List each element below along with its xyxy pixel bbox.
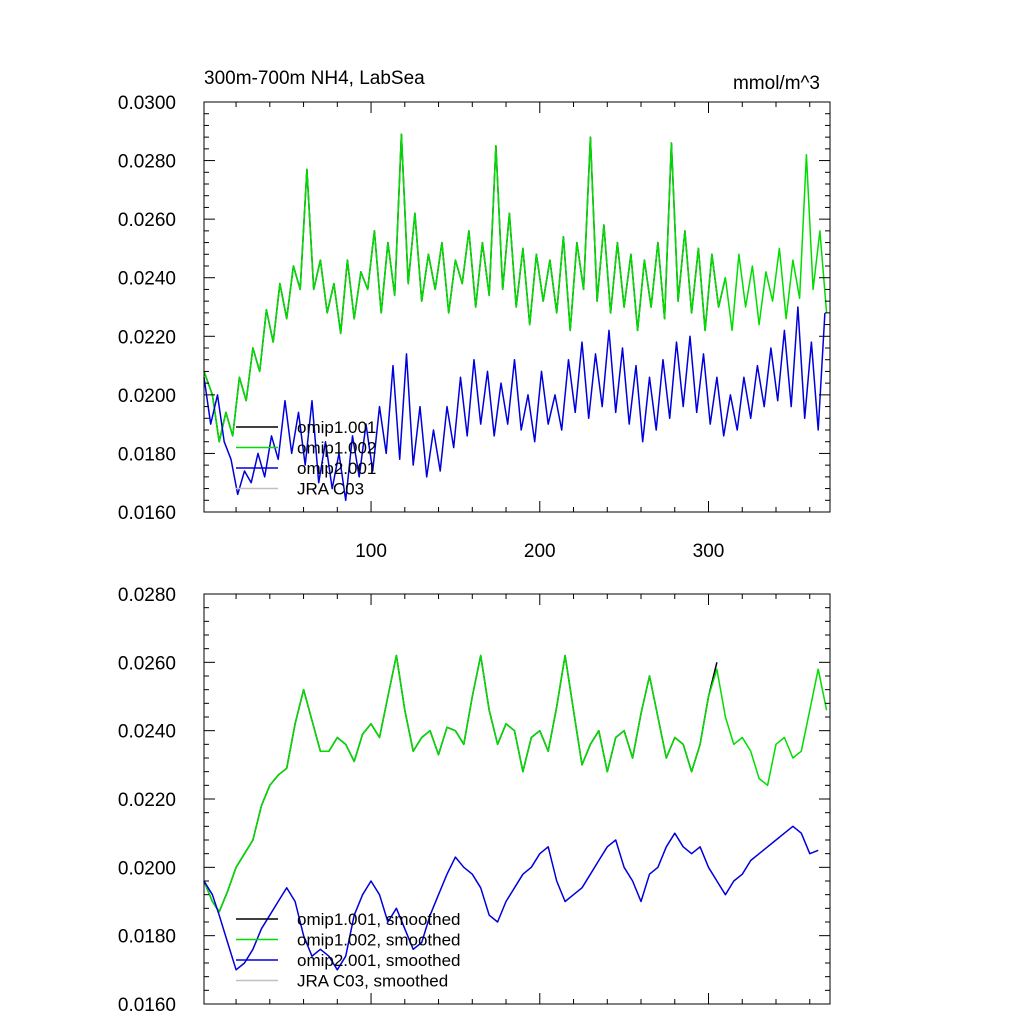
y-tick-label: 0.0260 xyxy=(118,210,176,231)
y-tick-label: 0.0240 xyxy=(118,722,176,743)
legend-label-1: omip1.001, smoothed xyxy=(297,910,461,929)
top-panel: 300m-700m NH4, LabSea mmol/m^3 0.01600.0… xyxy=(118,68,831,562)
legend-label-3: omip2.001 xyxy=(297,459,376,478)
legend-label-4: JRA C03 xyxy=(297,480,364,499)
series-line-3 xyxy=(203,306,826,502)
y-tick-label: 0.0220 xyxy=(118,327,176,348)
y-tick-label: 0.0280 xyxy=(118,152,176,173)
top-series-layer xyxy=(203,133,828,502)
y-tick-label: 0.0280 xyxy=(118,585,176,606)
plot-frame xyxy=(203,101,831,513)
x-tick-label: 100 xyxy=(355,541,387,562)
bottom-legend: omip1.001, smoothed omip1.002, smoothedom… xyxy=(236,910,461,991)
bottom-series-layer xyxy=(203,654,828,971)
series-line-2 xyxy=(203,654,828,913)
y-tick-label: 0.0300 xyxy=(118,93,176,114)
units-label: mmol/m^3 xyxy=(733,73,820,94)
legend-label-4: JRA C03, smoothed xyxy=(297,972,448,991)
legend-label-2: omip1.002, smoothed xyxy=(297,931,461,950)
y-tick-label: 0.0160 xyxy=(118,503,176,524)
y-tick-label: 0.0260 xyxy=(118,653,176,674)
bottom-panel: 0.0160 0.0180 0.0200 0.0220 0.0240 0.0260 0.02… xyxy=(118,585,831,1016)
y-tick-label: 0.0240 xyxy=(118,269,176,290)
legend-label-3: omip2.001, smoothed xyxy=(297,951,461,970)
y-tick-label: 0.0220 xyxy=(118,790,176,811)
series-line-2 xyxy=(203,133,828,443)
x-tick-label: 300 xyxy=(693,541,725,562)
legend-label-2: omip1.002 xyxy=(297,439,376,458)
y-tick-label: 0.0160 xyxy=(118,995,176,1016)
chart-title: 300m-700m NH4, LabSea xyxy=(204,68,425,89)
y-tick-label: 0.0200 xyxy=(118,858,176,879)
y-tick-label: 0.0200 xyxy=(118,386,176,407)
series-line-3 xyxy=(203,825,819,971)
top-axis-layer: 0.0160 0.0180 0.0200 0.0220 0.0240 0.0260 0.02… xyxy=(118,93,831,562)
legend-label-1: omip1.001 xyxy=(297,418,376,437)
y-tick-label: 0.0180 xyxy=(118,444,176,465)
bottom-axis-layer: 0.0160 0.0180 0.0200 0.0220 0.0240 0.0260 0.02… xyxy=(118,585,831,1016)
y-tick-label: 0.0180 xyxy=(118,927,176,948)
x-tick-label: 200 xyxy=(524,541,556,562)
